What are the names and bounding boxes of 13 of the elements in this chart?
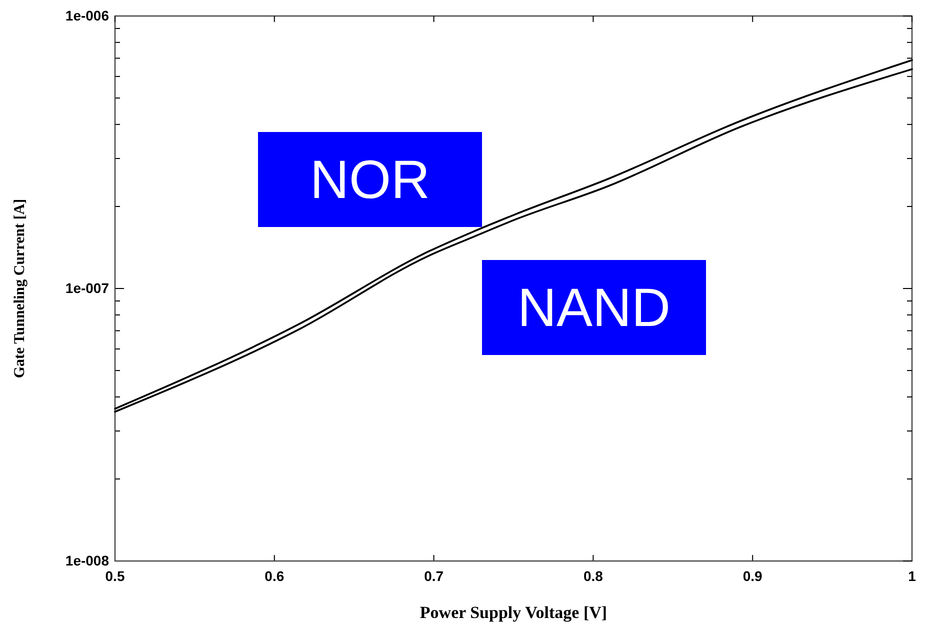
series-label: NOR [310, 150, 430, 210]
y-axis-title: Gate Tunneling Current [A] [12, 198, 28, 378]
x-axis-title: Power Supply Voltage [V] [420, 603, 608, 622]
series-label: NAND [517, 278, 671, 338]
y-tick-label: 1e-008 [65, 552, 110, 568]
y-tick-label: 1e-007 [65, 280, 110, 296]
x-tick-label: 0.6 [264, 568, 284, 584]
y-tick-label: 1e-006 [65, 7, 110, 24]
x-tick-label: 0.5 [105, 568, 125, 584]
x-tick-label: 0.7 [424, 568, 444, 584]
x-tick-label: 1 [908, 568, 916, 584]
x-tick-label: 0.8 [583, 568, 604, 584]
x-tick-label: 0.9 [742, 568, 763, 584]
